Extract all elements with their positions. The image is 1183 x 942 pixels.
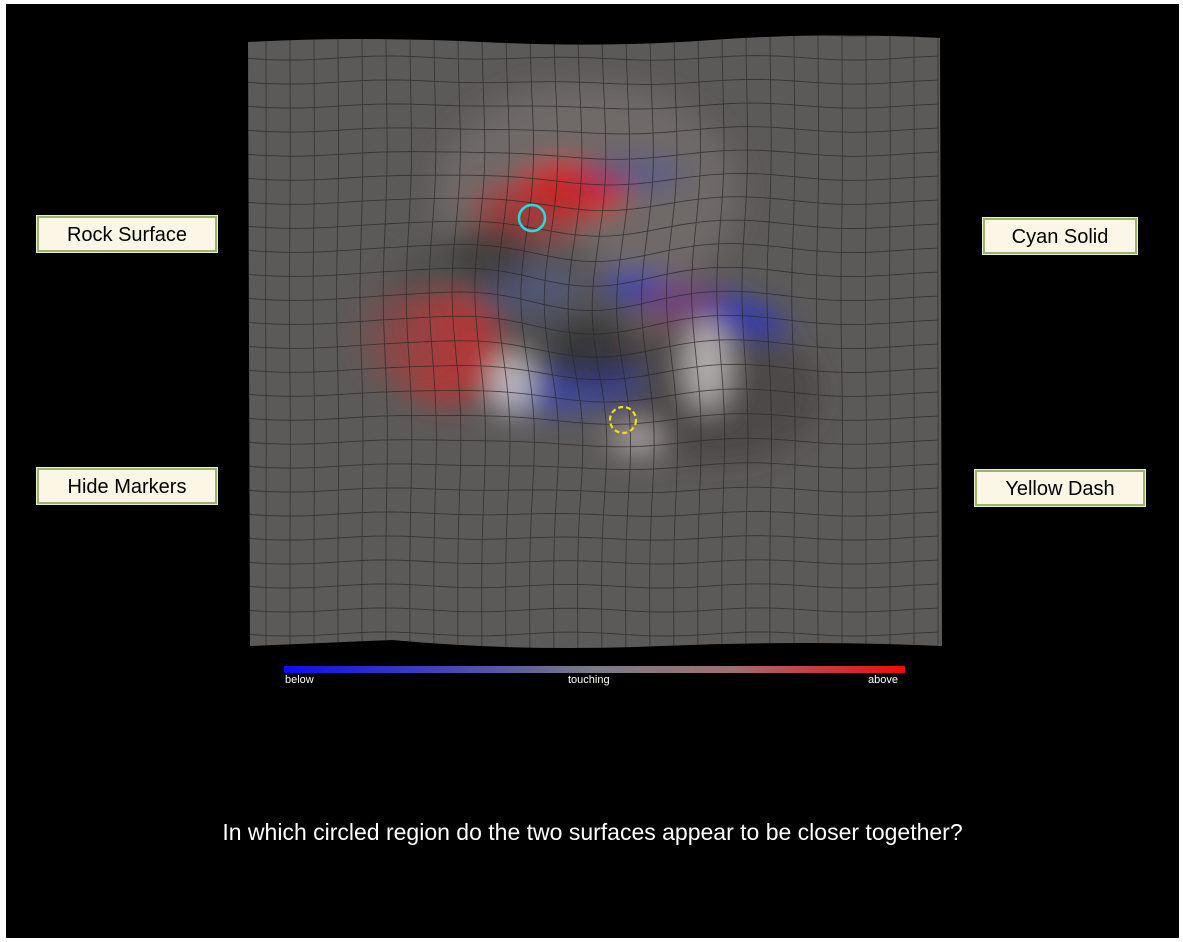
stage: Rock Surface Hide Markers Cyan Solid Yel… bbox=[6, 4, 1179, 938]
yellow-dash-button[interactable]: Yellow Dash bbox=[974, 469, 1146, 507]
surface-visualization[interactable] bbox=[242, 34, 942, 654]
colorbar-below-label: below bbox=[285, 674, 314, 686]
surface-shading bbox=[362, 84, 822, 464]
rock-surface-button[interactable]: Rock Surface bbox=[36, 215, 218, 253]
cyan-solid-marker[interactable] bbox=[517, 203, 547, 233]
surface-grid bbox=[248, 35, 939, 648]
question-text: In which circled region do the two surfa… bbox=[222, 819, 963, 845]
yellow-dash-marker[interactable] bbox=[608, 405, 638, 435]
hide-markers-button[interactable]: Hide Markers bbox=[36, 467, 218, 505]
color-scale-bar bbox=[284, 666, 905, 673]
colorbar-above-label: above bbox=[868, 674, 898, 686]
cyan-solid-button[interactable]: Cyan Solid bbox=[982, 217, 1138, 255]
colorbar-touching-label: touching bbox=[568, 674, 610, 686]
